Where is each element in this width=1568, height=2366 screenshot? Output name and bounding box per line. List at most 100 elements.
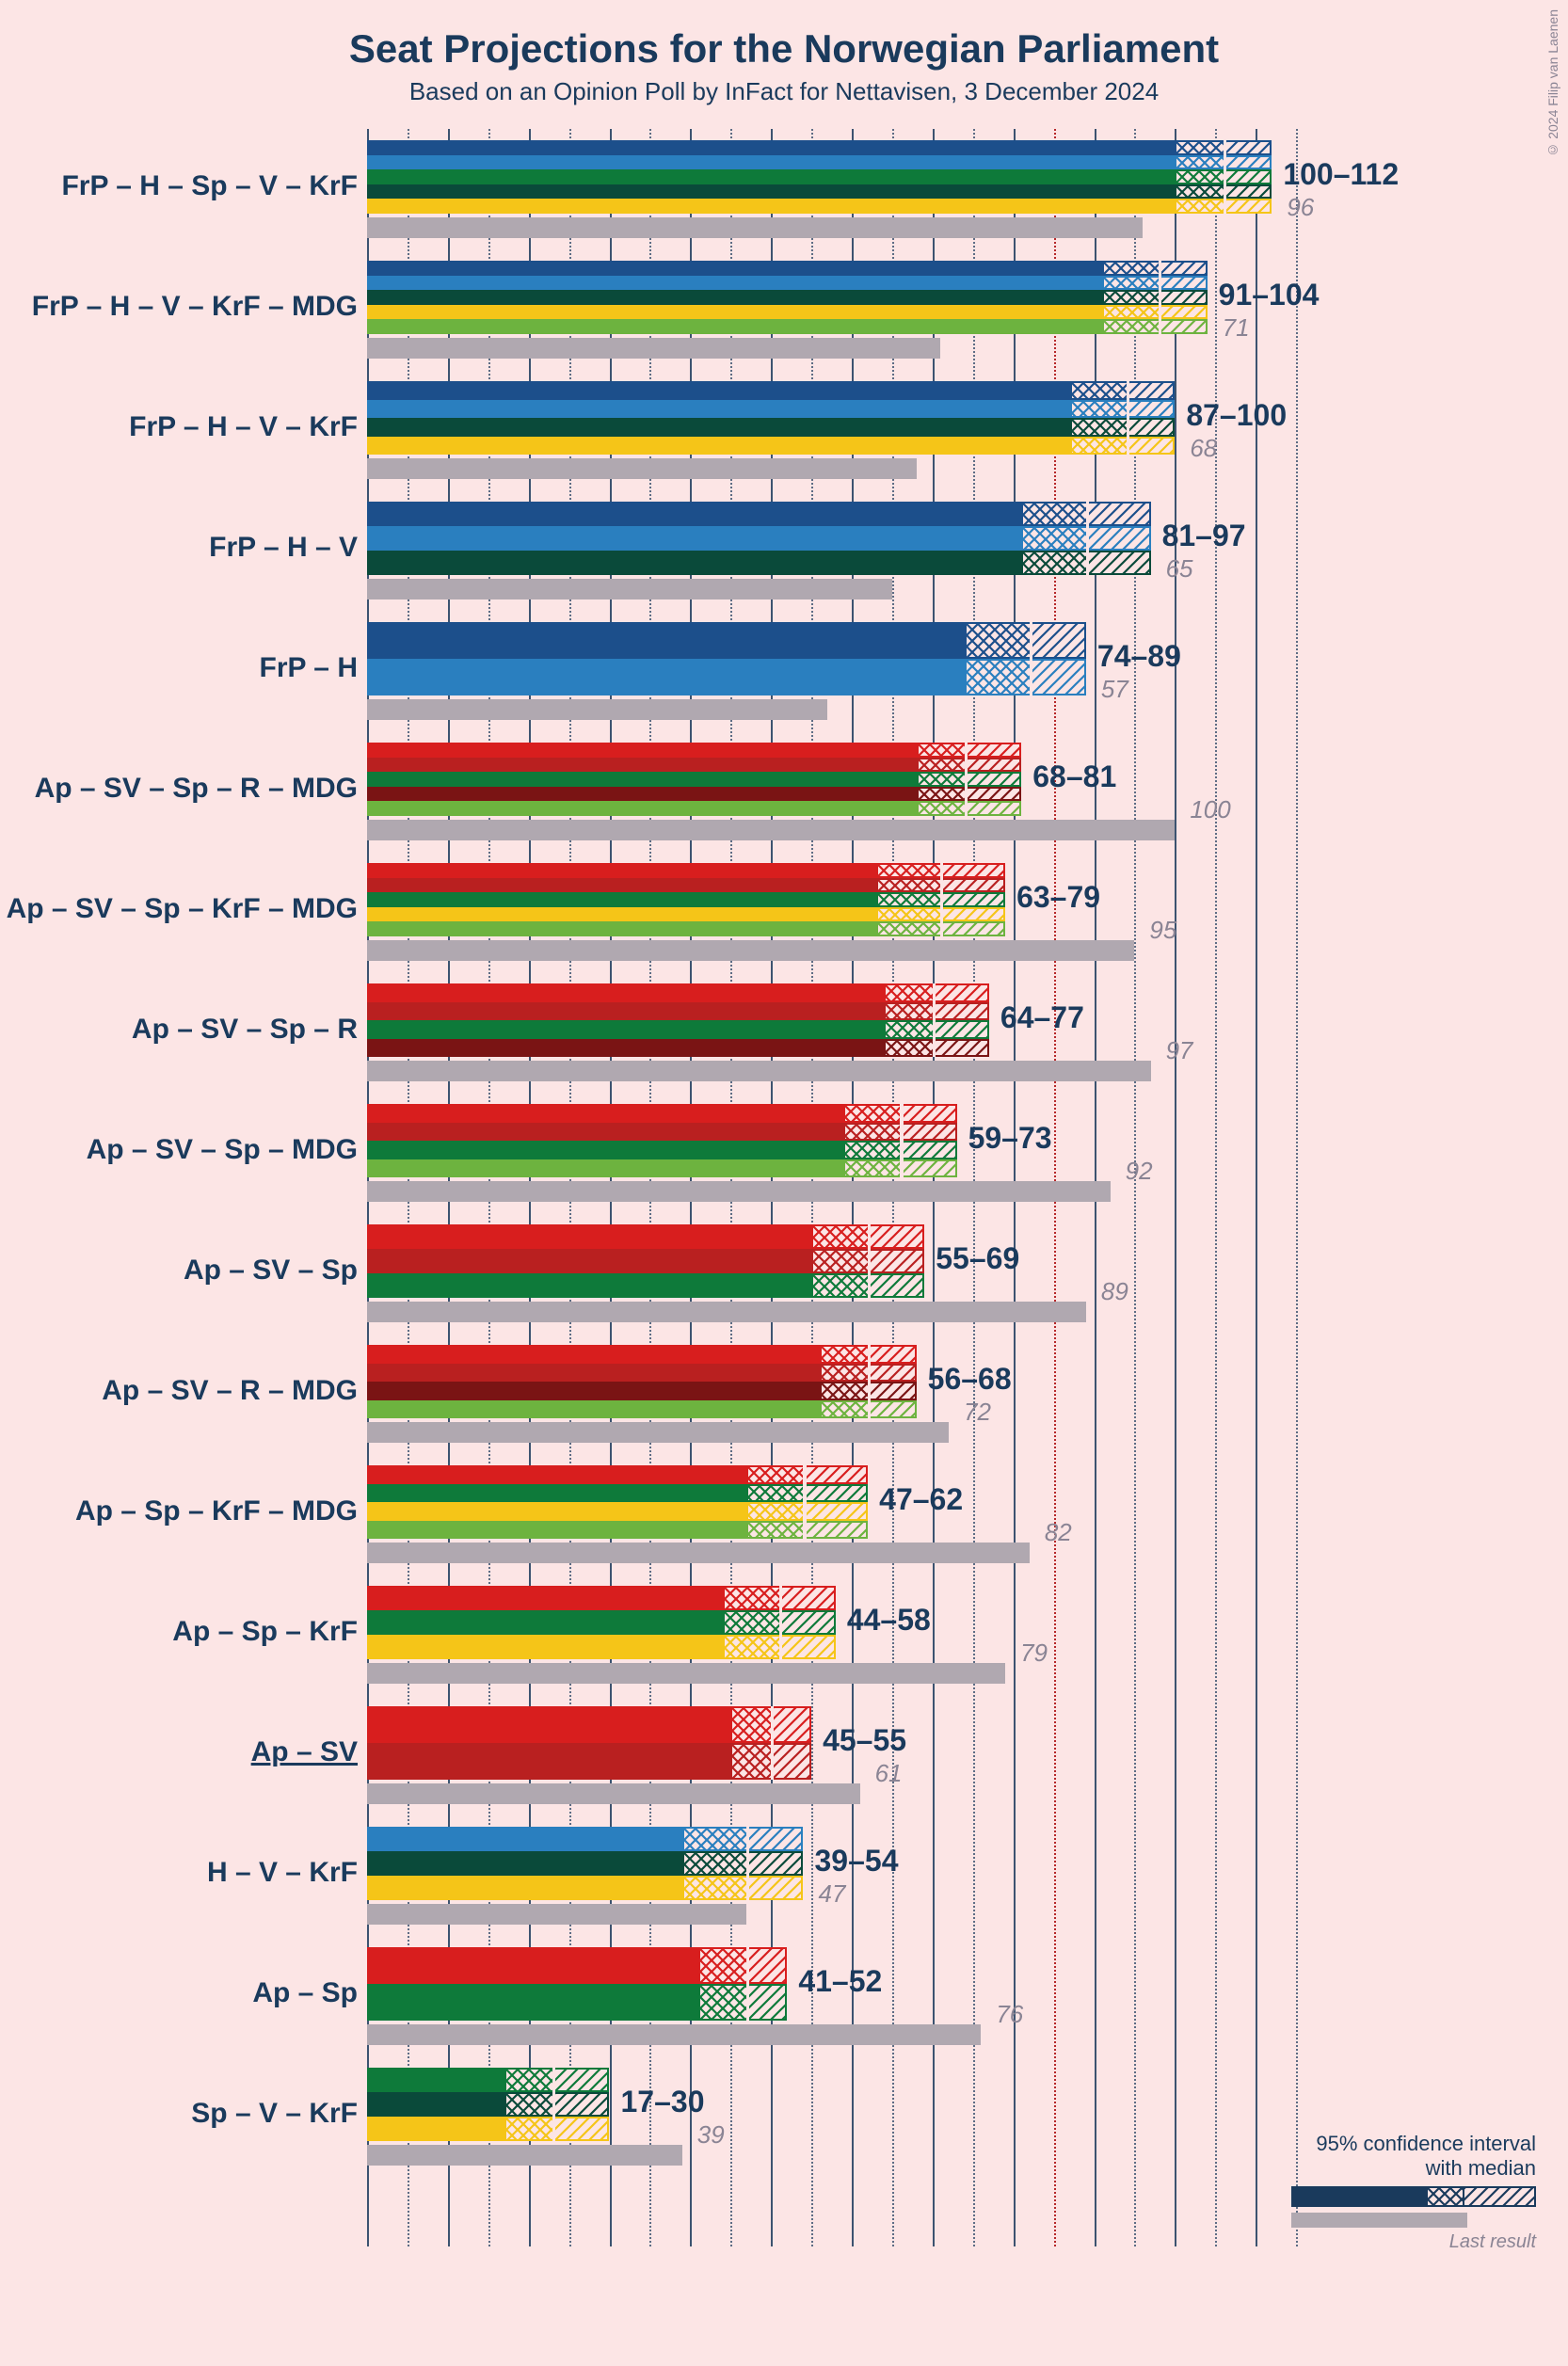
last-result-label: 47 <box>819 1879 846 1909</box>
ci-upper <box>868 1400 917 1419</box>
bar-stripe <box>367 1502 746 1521</box>
median-marker <box>746 1947 749 2021</box>
bar-stripe <box>367 2068 504 2092</box>
ci-upper <box>965 801 1021 816</box>
bar-solid <box>367 1706 730 1780</box>
ci-upper <box>901 1123 957 1142</box>
last-result-label: 72 <box>964 1398 991 1427</box>
last-result-label: 82 <box>1045 1518 1072 1547</box>
bar-solid <box>367 1224 811 1298</box>
ci-upper <box>940 863 1005 878</box>
ci-upper <box>1030 659 1086 695</box>
bar-stripe <box>367 1706 730 1743</box>
bar-stripe <box>367 155 1175 170</box>
bar-stripe <box>367 1484 746 1503</box>
chart-subtitle: Based on an Opinion Poll by InFact for N… <box>0 72 1568 129</box>
bar-stripe <box>367 1002 884 1021</box>
ci-lower <box>504 2068 553 2092</box>
ci-lower <box>820 1382 869 1400</box>
last-result-bar <box>367 1663 1005 1684</box>
bar-stripe <box>367 921 876 936</box>
bar-solid <box>367 863 876 936</box>
ci-lower <box>917 801 966 816</box>
ci-lower <box>682 1827 747 1851</box>
last-result-bar <box>367 458 917 479</box>
ci-lower <box>917 772 966 787</box>
ci-lower <box>682 1851 747 1876</box>
ci-upper <box>1030 622 1086 659</box>
ci-lower <box>820 1400 869 1419</box>
ci-upper <box>1224 169 1272 184</box>
ci-lower <box>1175 199 1224 214</box>
ci-lower <box>1070 437 1127 456</box>
ci-upper <box>933 1039 989 1058</box>
coalition-label: H – V – KrF <box>0 1857 358 1889</box>
bar-stripe <box>367 526 1021 551</box>
ci-lower <box>682 1876 747 1900</box>
last-result-label: 68 <box>1190 434 1217 463</box>
last-result-bar <box>367 1061 1151 1081</box>
last-result-bar <box>367 1422 949 1443</box>
ci-lower <box>746 1484 803 1503</box>
bar-stripe <box>367 1400 820 1419</box>
ci-upper <box>940 907 1005 922</box>
ci-lower <box>723 1586 779 1610</box>
bar-stripe <box>367 743 917 758</box>
coalition-row: Ap – Sp – KrF – MDG47–6282 <box>0 1460 1568 1580</box>
legend-ci-swatch <box>1291 2186 1536 2207</box>
range-label: 17–30 <box>621 2085 705 2119</box>
ci-upper <box>868 1224 924 1249</box>
ci-upper <box>771 1743 811 1780</box>
bar-stripe <box>367 892 876 907</box>
ci-lower <box>504 2117 553 2141</box>
bar-stripe <box>367 2117 504 2141</box>
bar-stripe <box>367 305 1102 320</box>
coalition-label: Ap – SV – Sp – R – MDG <box>0 773 358 805</box>
bar-stripe <box>367 169 1175 184</box>
ci-upper <box>804 1502 869 1521</box>
coalition-label: FrP – H <box>0 652 358 684</box>
ci-lower <box>811 1273 868 1298</box>
ci-lower <box>723 1610 779 1635</box>
coalition-label: FrP – H – V <box>0 532 358 564</box>
ci-upper <box>779 1610 836 1635</box>
legend-last-label: Last result <box>1254 2231 1536 2253</box>
range-label: 74–89 <box>1097 639 1181 674</box>
median-marker <box>1030 622 1032 695</box>
last-result-bar <box>367 699 827 720</box>
ci-lower <box>811 1249 868 1273</box>
last-result-label: 97 <box>1166 1036 1193 1065</box>
ci-lower <box>917 743 966 758</box>
bar-solid <box>367 502 1021 575</box>
coalition-row: Ap – SV – Sp55–6989 <box>0 1219 1568 1339</box>
ci-upper <box>746 1984 787 2021</box>
bar-solid <box>367 1947 698 2021</box>
ci-upper <box>1224 199 1272 214</box>
median-marker <box>1159 261 1161 334</box>
bar-stripe <box>367 1827 682 1851</box>
legend-line2: with median <box>1254 2156 1536 2181</box>
ci-upper <box>1224 155 1272 170</box>
bar-stripe <box>367 659 965 695</box>
coalition-label: Ap – SV – R – MDG <box>0 1375 358 1407</box>
coalition-row: H – V – KrF39–5447 <box>0 1821 1568 1942</box>
ci-upper <box>868 1345 917 1364</box>
bar-stripe <box>367 1159 843 1178</box>
range-label: 55–69 <box>936 1241 1019 1276</box>
median-marker <box>901 1104 904 1177</box>
bar-stripe <box>367 319 1102 334</box>
ci-upper <box>1086 551 1151 575</box>
coalition-row: FrP – H74–8957 <box>0 616 1568 737</box>
last-result-label: 65 <box>1166 554 1193 584</box>
coalition-row: FrP – H – Sp – V – KrF100–11296 <box>0 135 1568 255</box>
ci-lower <box>698 1984 747 2021</box>
bar-stripe <box>367 418 1070 437</box>
ci-upper <box>965 758 1021 773</box>
bar-stripe <box>367 1521 746 1540</box>
bar-stripe <box>367 907 876 922</box>
last-result-bar <box>367 338 940 359</box>
bar-stripe <box>367 1610 723 1635</box>
ci-lower <box>965 622 1030 659</box>
ci-upper <box>779 1635 836 1659</box>
coalition-label: Ap – Sp – KrF <box>0 1616 358 1648</box>
